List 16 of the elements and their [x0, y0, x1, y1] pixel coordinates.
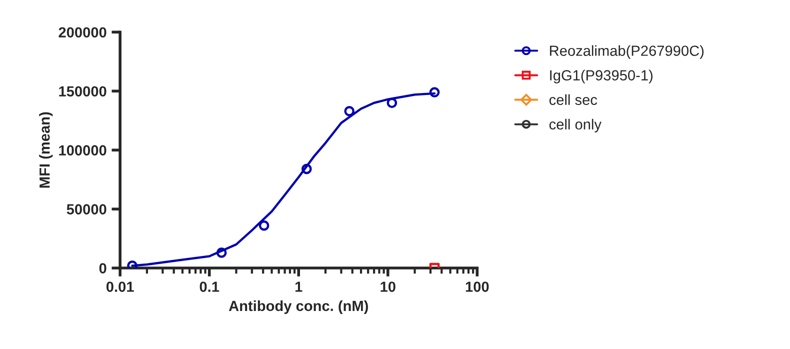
legend-label: cell sec	[549, 94, 598, 106]
y-axis-title: MFI (mean)	[39, 112, 53, 188]
y-tick-label: 50000	[66, 204, 106, 214]
legend-label: IgG1(P93950-1)	[550, 70, 652, 84]
x-axis-title: Antibody conc. (nM)	[228, 300, 368, 314]
legend-label: Reozalimab(P267990C)	[550, 45, 704, 59]
x-tick-label: 10	[380, 282, 396, 292]
x-tick-label: 0.1	[200, 282, 220, 292]
x-tick-label: 100	[466, 282, 489, 292]
y-tick-label: 0	[99, 263, 106, 274]
x-tick-label: 0.01	[106, 282, 134, 292]
y-tick-label: 150000	[59, 86, 106, 97]
x-tick-label: 1	[295, 282, 302, 292]
y-tick-label: 100000	[59, 145, 106, 156]
legend-label: cell only	[549, 118, 602, 132]
y-tick-label: 200000	[58, 27, 106, 38]
